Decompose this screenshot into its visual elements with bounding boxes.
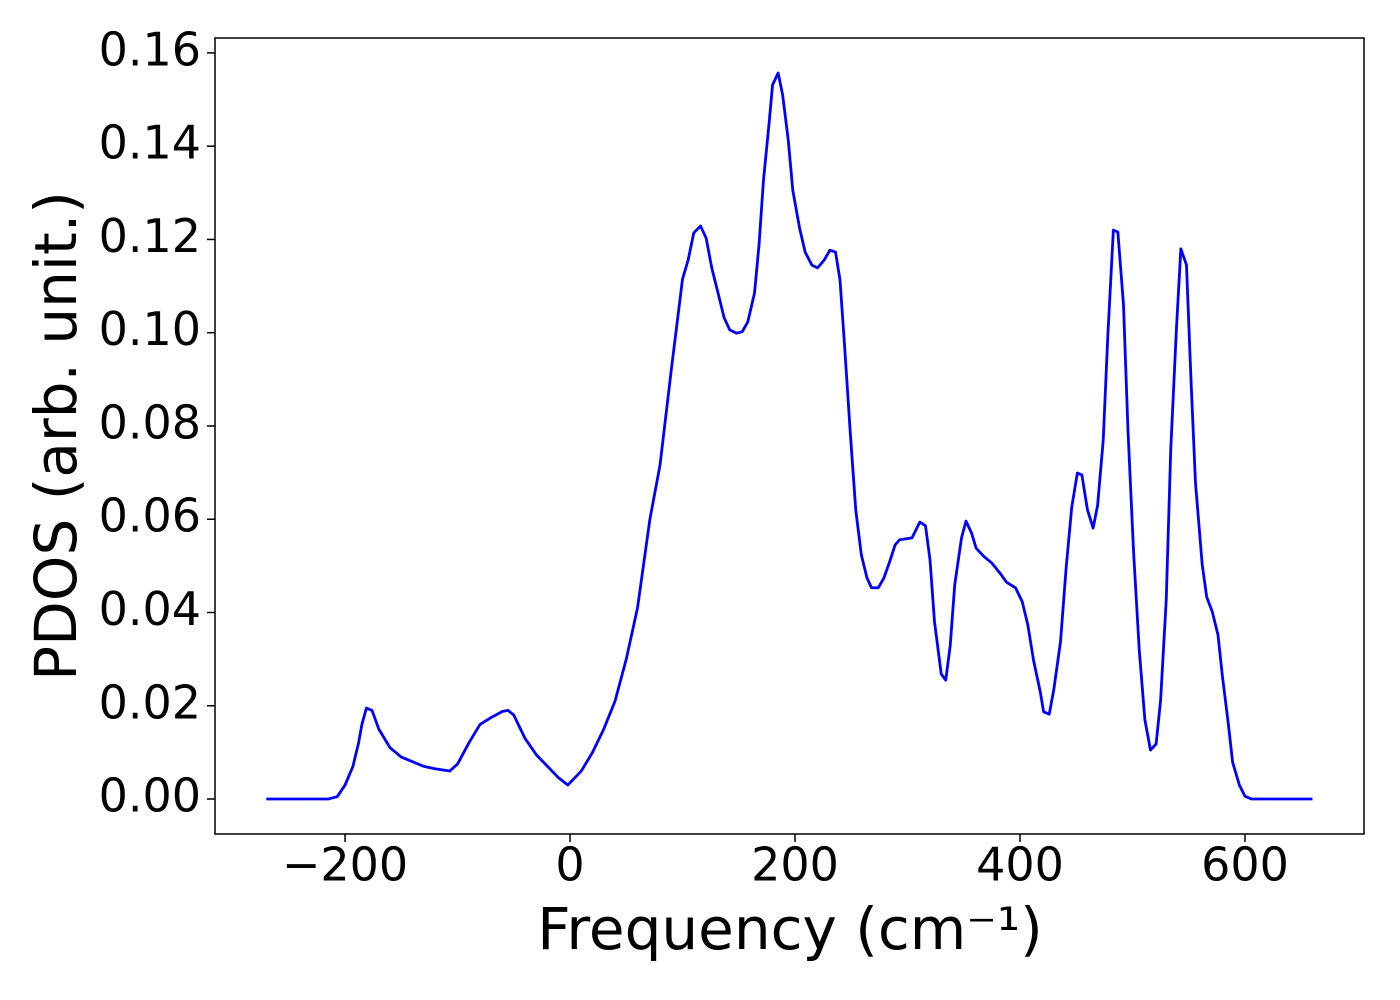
x-tick-label: −200: [282, 838, 408, 892]
y-tick-label: 0.12: [99, 209, 201, 263]
y-tick-label: 0.14: [99, 116, 201, 170]
y-tick-label: 0.06: [99, 489, 201, 543]
y-tick-label: 0.00: [99, 769, 201, 823]
x-axis-label: Frequency (cm⁻¹): [537, 895, 1043, 963]
y-tick-label: 0.10: [99, 302, 201, 356]
y-tick-label: 0.16: [99, 22, 201, 76]
y-tick-label: 0.04: [99, 582, 201, 636]
plot-frame: [214, 37, 1365, 835]
x-tick-label: 0: [555, 838, 584, 892]
x-tick-label: 600: [1201, 838, 1289, 892]
y-tick-label: 0.08: [99, 395, 201, 449]
line: [266, 71, 1313, 801]
x-tick-label: 400: [976, 838, 1064, 892]
y-tick-label: 0.02: [99, 675, 201, 729]
x-tick-label: 200: [751, 838, 839, 892]
y-axis-label: PDOS (arb. unit.): [22, 191, 90, 681]
